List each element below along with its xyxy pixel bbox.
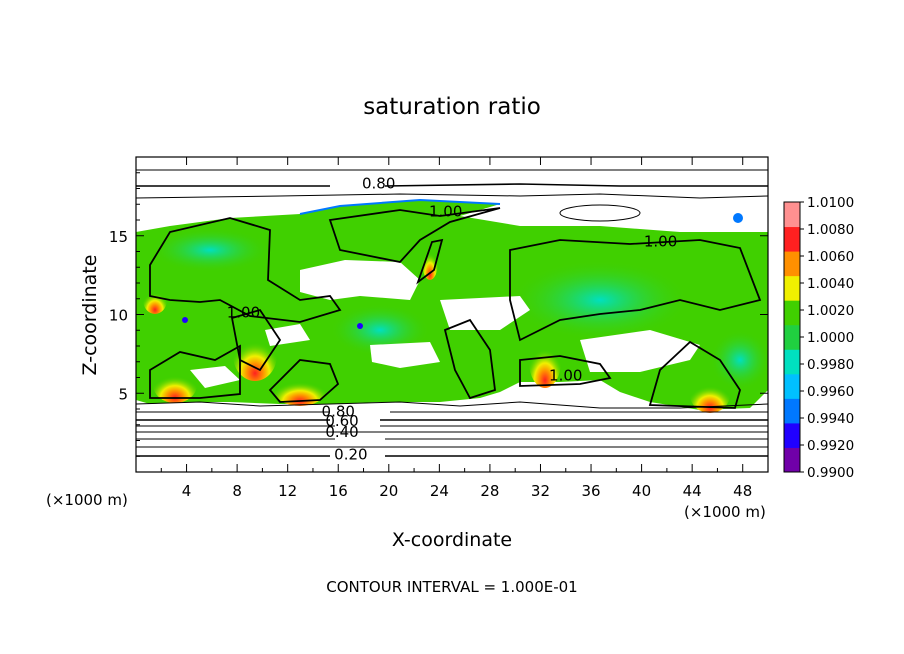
hot-spot bbox=[274, 374, 326, 406]
colorbar-swatch bbox=[784, 300, 800, 326]
contour-label: 1.00 bbox=[227, 304, 260, 322]
chart-title: saturation ratio bbox=[363, 94, 541, 120]
hot-spot bbox=[143, 286, 167, 314]
contour-label: 0.20 bbox=[334, 445, 367, 463]
colorbar-swatch bbox=[784, 373, 800, 399]
y-tick-label: 15 bbox=[109, 228, 128, 246]
dry-gap bbox=[300, 260, 420, 300]
y-axis: 5 10 15 bbox=[109, 172, 768, 457]
plot-field bbox=[136, 169, 768, 457]
contour-line-1.00 bbox=[509, 239, 762, 342]
x-tick-label: 48 bbox=[733, 482, 752, 500]
dry-gap bbox=[190, 366, 240, 388]
contour-line-1.00 bbox=[149, 217, 342, 323]
contour-line-1.00 bbox=[268, 359, 340, 403]
colorbar: 1.0100 1.0080 1.0060 1.0040 1.0020 1.0000 0.99… bbox=[783, 195, 854, 481]
hot-spot bbox=[233, 329, 277, 381]
contour-line-1.00 bbox=[328, 207, 501, 263]
hot-spot bbox=[529, 336, 561, 388]
colorbar-label: 1.0000 bbox=[807, 330, 854, 346]
colorbar-label: 0.9920 bbox=[807, 438, 854, 454]
x-tick-label: 8 bbox=[232, 482, 242, 500]
colorbar-label: 1.0100 bbox=[807, 195, 854, 211]
contour-line bbox=[136, 401, 768, 409]
dry-gap bbox=[370, 342, 440, 368]
contour-line bbox=[136, 183, 768, 187]
x-tick-label: 12 bbox=[278, 482, 297, 500]
x-unit-label: (×1000 m) bbox=[684, 503, 766, 521]
x-tick-label: 4 bbox=[182, 482, 192, 500]
contour-label: 0.40 bbox=[325, 423, 358, 441]
cyan-patch bbox=[150, 228, 270, 272]
colorbar-label: 0.9900 bbox=[807, 465, 854, 481]
contour-labels: 0.801.001.001.001.000.800.600.400.20 bbox=[227, 174, 678, 463]
contour-line-1.00 bbox=[416, 238, 444, 285]
contour-label: 0.80 bbox=[322, 403, 355, 421]
colorbar-label: 0.9940 bbox=[807, 411, 854, 427]
hot-spot bbox=[690, 377, 730, 413]
colorbar-swatch bbox=[784, 398, 800, 424]
z-unit-label: (×1000 m) bbox=[46, 491, 128, 509]
cyan-patch bbox=[510, 260, 690, 340]
contour-label: 0.60 bbox=[325, 412, 358, 430]
x-tick-label: 20 bbox=[379, 482, 398, 500]
x-axis: 4 8 12 16 20 24 28 32 36 40 44 48 bbox=[160, 157, 752, 500]
colorbar-swatch bbox=[784, 275, 800, 301]
hot-spot bbox=[153, 367, 197, 403]
y-tick-label: 10 bbox=[109, 307, 128, 325]
contour-line-1.00 bbox=[648, 340, 741, 409]
colorbar-label: 1.0060 bbox=[807, 249, 854, 265]
contour-label: 1.00 bbox=[644, 233, 677, 251]
contour-label: 1.00 bbox=[549, 367, 582, 385]
colorbar-label: 0.9960 bbox=[807, 384, 854, 400]
colorbar-label: 0.9980 bbox=[807, 357, 854, 373]
colorbar-swatch bbox=[784, 324, 800, 350]
colorbar-label: 1.0020 bbox=[807, 303, 854, 319]
colorbar-label: 1.0080 bbox=[807, 222, 854, 238]
colorbar-swatch bbox=[784, 202, 800, 228]
cyan-patch bbox=[330, 304, 430, 356]
y-tick-label: 5 bbox=[118, 385, 128, 403]
contour-interval-note: CONTOUR INTERVAL = 1.000E-01 bbox=[326, 578, 577, 596]
x-tick-label: 44 bbox=[683, 482, 702, 500]
colorbar-label: 1.0040 bbox=[807, 276, 854, 292]
x-tick-label: 28 bbox=[480, 482, 499, 500]
dry-gap bbox=[440, 296, 530, 330]
colorbar-swatch bbox=[784, 349, 800, 375]
contour-line-1.00 bbox=[519, 355, 612, 387]
x-tick-label: 36 bbox=[581, 482, 600, 500]
blue-speck bbox=[357, 323, 363, 329]
x-tick-label: 24 bbox=[430, 482, 449, 500]
x-tick-label: 32 bbox=[531, 482, 550, 500]
x-tick-label: 40 bbox=[632, 482, 651, 500]
blue-speck bbox=[182, 317, 188, 323]
contour-label: 0.80 bbox=[362, 174, 395, 192]
contour-label: 1.00 bbox=[429, 203, 462, 221]
cyan-patch bbox=[710, 330, 768, 390]
blue-speck bbox=[733, 213, 743, 223]
colorbar-swatch bbox=[784, 422, 800, 448]
contour-ring bbox=[559, 204, 641, 222]
contour-line-1.00 bbox=[443, 318, 496, 400]
contour-line bbox=[136, 193, 768, 199]
colorbar-swatch bbox=[784, 251, 800, 277]
x-tick-label: 16 bbox=[329, 482, 348, 500]
x-axis-label: X-coordinate bbox=[392, 529, 512, 551]
colorbar-swatch bbox=[784, 447, 800, 473]
contour-line-1.00 bbox=[149, 344, 241, 399]
blue-edge bbox=[299, 198, 501, 215]
colorbar-swatch bbox=[784, 226, 800, 252]
contour-line-1.00 bbox=[230, 308, 282, 372]
dry-gap bbox=[265, 324, 310, 346]
y-axis-label: Z-coordinate bbox=[79, 255, 101, 376]
